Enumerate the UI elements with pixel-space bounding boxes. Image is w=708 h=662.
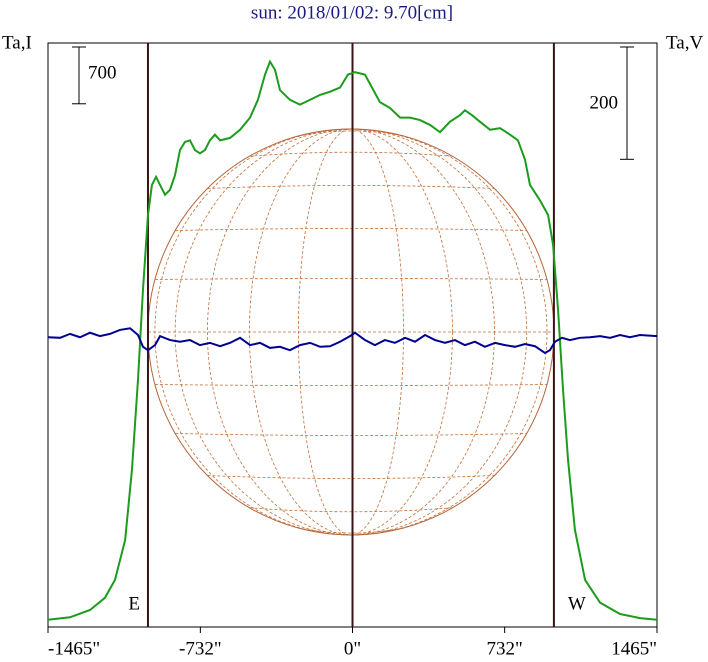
disk-parallel (207, 475, 495, 479)
series-line (47, 327, 658, 355)
disk-parallel (175, 433, 527, 436)
x-tick-label: 1465" (611, 638, 657, 659)
disk-parallel (298, 130, 404, 137)
y2-axis-label: Ta,V (666, 32, 703, 53)
y-axis-label: Ta,I (2, 32, 32, 53)
disk-parallel (175, 228, 527, 231)
x-tick-label: -1465" (48, 638, 100, 659)
x-tick-label: -732" (179, 638, 222, 659)
x-tick-label: 732" (487, 638, 523, 659)
disk-parallel (298, 527, 404, 534)
disk-parallel (207, 185, 495, 189)
chart-title: sun: 2018/01/02: 9.70[cm] (251, 2, 453, 23)
series-line (47, 59, 658, 621)
limb-label: E (128, 593, 140, 614)
limb-label: W (568, 593, 586, 614)
disk-parallel (249, 507, 453, 513)
y2-scale-bar-label: 200 (590, 92, 619, 113)
x-tick-label: 0" (344, 638, 361, 659)
y-scale-bar-label: 700 (88, 62, 117, 83)
disk-parallel (249, 151, 453, 157)
disk-parallel (154, 384, 547, 386)
disk-parallel (154, 278, 547, 280)
